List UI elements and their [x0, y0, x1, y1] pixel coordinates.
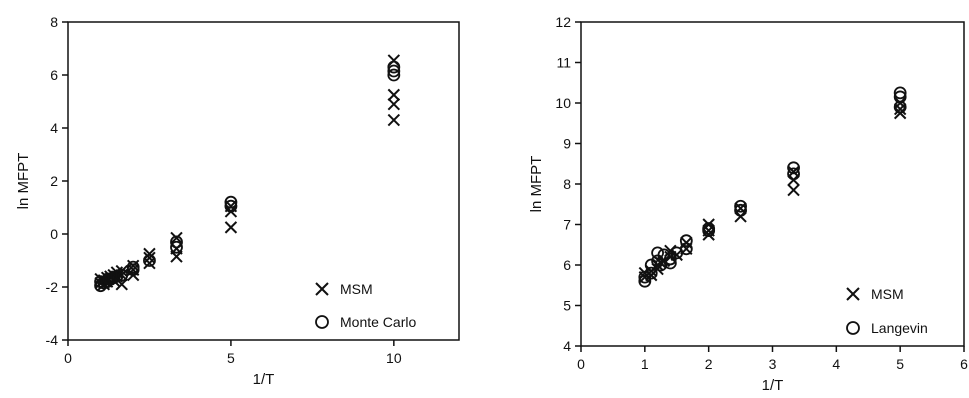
- y-tick-label: 11: [556, 55, 571, 71]
- data-point-monte-carlo: [387, 68, 401, 82]
- y-tick-label: 6: [563, 257, 571, 273]
- y-tick-label: 7: [563, 217, 571, 233]
- y-tick-label: 2: [50, 173, 58, 189]
- data-point-monte-carlo: [387, 64, 401, 78]
- y-tick-label: 5: [563, 298, 571, 314]
- data-point-monte-carlo: [143, 254, 156, 267]
- data-point-monte-carlo: [387, 60, 401, 74]
- x-tick-label: 3: [769, 356, 777, 372]
- data-point-msm: [787, 165, 800, 179]
- data-point-msm: [387, 88, 401, 102]
- x-axis-label: 1/T: [762, 377, 784, 394]
- plot-frame: [580, 21, 965, 347]
- plot-frame: [67, 21, 460, 341]
- y-tick-label: -2: [46, 279, 59, 295]
- legend-label: MSM: [340, 281, 373, 297]
- x-tick-label: 4: [832, 356, 840, 372]
- data-point-langevin: [734, 203, 747, 217]
- data-point-langevin: [644, 258, 658, 272]
- x-axis-label: 1/T: [253, 371, 275, 388]
- data-point-langevin: [702, 222, 716, 235]
- data-point-langevin: [651, 246, 664, 260]
- data-point-langevin: [893, 86, 907, 100]
- data-point-monte-carlo: [224, 199, 238, 213]
- y-tick-label: 4: [50, 120, 58, 136]
- data-point-langevin: [644, 266, 658, 280]
- data-point-monte-carlo: [110, 269, 124, 283]
- y-tick-label: 6: [50, 67, 58, 83]
- y-tick-label: 9: [563, 136, 571, 152]
- x-tick-label: 10: [386, 350, 402, 366]
- legend-label: MSM: [871, 286, 904, 302]
- data-point-langevin: [734, 199, 747, 213]
- data-point-langevin: [679, 242, 693, 256]
- data-point-monte-carlo: [224, 195, 238, 209]
- data-point-msm: [734, 202, 747, 215]
- data-point-langevin: [638, 274, 652, 288]
- data-point-msm: [787, 183, 800, 197]
- data-point-msm: [143, 256, 156, 270]
- x-tick-label: 1: [641, 356, 649, 372]
- data-point-monte-carlo: [170, 240, 183, 254]
- x-tick-label: 0: [577, 356, 585, 372]
- x-tick-label: 2: [705, 356, 713, 372]
- legend-marker-x: [315, 282, 329, 296]
- legend-marker-o: [315, 315, 329, 329]
- y-tick-label: 12: [555, 14, 571, 30]
- y-axis-label: ln MFPT: [15, 153, 32, 210]
- data-point-monte-carlo: [126, 260, 140, 274]
- data-point-msm: [387, 113, 401, 127]
- x-tick-label: 0: [64, 350, 72, 366]
- x-tick-label: 5: [896, 356, 904, 372]
- data-point-langevin: [638, 270, 652, 284]
- y-tick-label: 8: [50, 14, 58, 30]
- y-tick-label: 4: [563, 338, 571, 354]
- data-point-langevin: [787, 161, 800, 175]
- data-point-monte-carlo: [170, 235, 183, 249]
- legend-label: Langevin: [871, 320, 928, 336]
- data-point-msm: [143, 251, 156, 265]
- left-chart-panel: -4 -2 0 2 4 6 8 0 5 10 1/T ln MFPT MSM Monte Carlo: [15, 14, 460, 388]
- data-point-monte-carlo: [94, 279, 107, 293]
- data-point-langevin: [787, 167, 800, 181]
- y-axis-label: ln MFPT: [528, 156, 545, 213]
- legend-marker-o: [846, 321, 860, 335]
- data-point-msm: [170, 231, 183, 245]
- y-tick-label: 8: [563, 176, 571, 192]
- data-point-monte-carlo: [115, 268, 129, 282]
- legend-marker-x: [846, 287, 860, 301]
- data-point-langevin: [657, 248, 671, 262]
- data-point-msm: [224, 221, 238, 234]
- data-point-msm: [387, 97, 401, 111]
- legend-label: Monte Carlo: [340, 314, 416, 330]
- y-tick-label: 0: [50, 226, 58, 242]
- y-tick-label: 10: [555, 95, 571, 111]
- x-tick-label: 6: [960, 356, 968, 372]
- data-point-langevin: [663, 256, 677, 270]
- x-tick-label: 5: [227, 350, 235, 366]
- data-point-langevin: [893, 90, 907, 104]
- data-point-langevin: [679, 234, 693, 248]
- y-tick-label: -4: [46, 332, 59, 348]
